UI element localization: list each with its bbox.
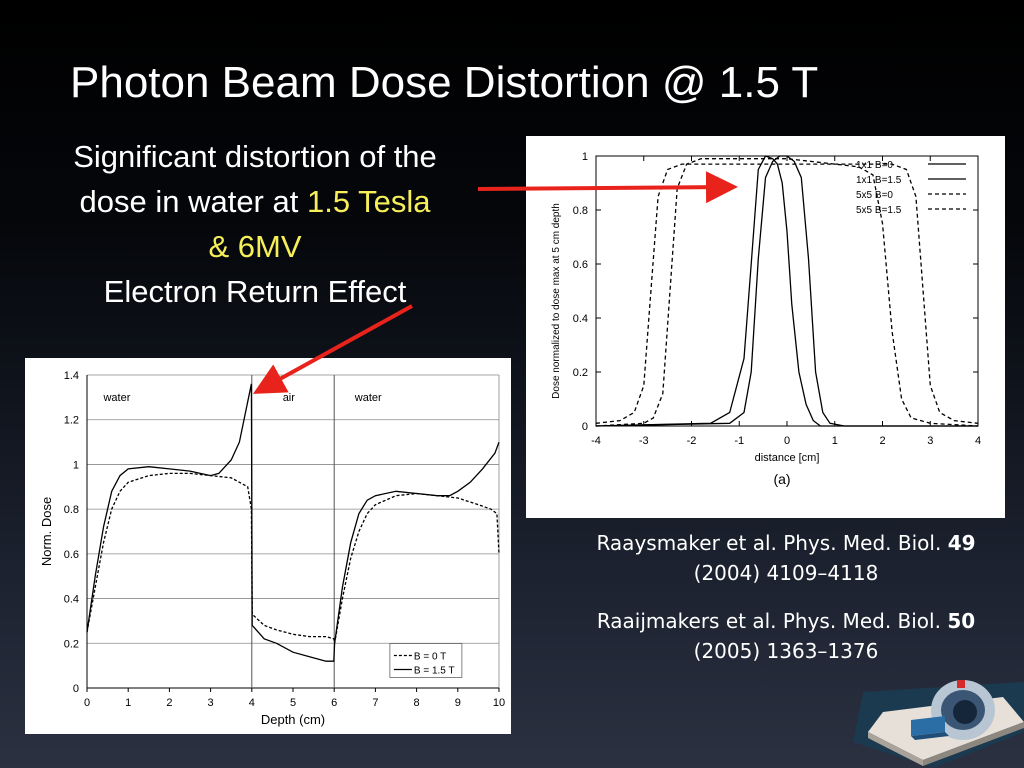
x-tick-label: -1 [734,435,744,447]
desc-line-2: dose in water at 1.5 Tesla [20,179,490,224]
y-tick-label: 1.4 [64,370,79,382]
x-tick-label: 9 [455,697,461,709]
y-tick-label: 0.6 [64,549,79,561]
y-tick-label: 0.4 [64,594,79,606]
legend-label: 1x1 B=1.5 [856,175,902,186]
energy-highlight: & 6MV [208,229,302,264]
x-axis-label: distance [cm] [755,452,820,464]
reference-2: Raaijmakers et al. Phys. Med. Biol. 50 (… [566,606,1006,666]
plot-frame [595,155,979,427]
y-tick-label: 0.8 [573,205,588,217]
y-tick-label: 1.2 [64,415,79,427]
y-tick-label: 0.8 [64,504,79,516]
y-tick-label: 0.2 [573,367,588,379]
legend-label: 5x5 B=0 [856,190,893,201]
y-tick-label: 0.6 [573,259,588,271]
y-tick-label: 0.2 [64,638,79,650]
profile-chart-panel: -4 -3 -2 -1 0 1 2 3 4 0 0.2 0.4 0.6 0.8 1 distance [cm]… [526,136,1005,518]
x-tick-label: 2 [166,697,172,709]
depth-dose-chart-panel: 0 0.2 0.4 0.6 0.8 1 1.2 1.4 0 1 2 3 4 5 6 7 8 9 10 water air… [25,358,511,734]
y-tick-label: 1 [73,459,79,471]
series-line [595,163,979,424]
series-line [595,158,979,427]
x-tick-label: 0 [784,435,790,447]
y-tick-label: 1 [582,151,588,163]
x-tick-label: 3 [927,435,933,447]
region-label: water [102,392,130,404]
region-label: air [283,392,296,404]
series-line [595,155,978,427]
figure-caption: (a) [773,471,790,487]
reference-1-authors: Raaysmaker et al. Phys. Med. Biol. [596,531,942,555]
x-tick-label: 5 [290,697,296,709]
legend-label: B = 1.5 T [414,666,455,677]
field-strength-highlight: 1.5 Tesla [306,184,431,219]
legend-label: B = 0 T [414,652,446,663]
desc-line-4: Electron Return Effect [103,274,407,309]
series-line [86,472,500,644]
desc-line-1: Significant distortion of the [73,139,437,174]
slide-title: Photon Beam Dose Distortion @ 1.5 T [70,58,819,107]
x-tick-label: -4 [591,435,601,447]
y-tick-label: 0 [582,421,588,433]
reference-2-authors: Raaijmakers et al. Phys. Med. Biol. [596,609,941,633]
reference-2-details: (2005) 1363–1376 [693,639,879,663]
x-tick-label: -2 [687,435,697,447]
y-tick-label: 0.4 [573,313,588,325]
lateral-dose-profile-chart: -4 -3 -2 -1 0 1 2 3 4 0 0.2 0.4 0.6 0.8 1 distance [cm]… [551,151,981,487]
legend-label: 1x1 B=0 [856,160,893,171]
reference-2-volume: 50 [947,609,976,633]
x-tick-label: 10 [493,697,505,709]
x-tick-label: 0 [84,697,90,709]
x-tick-label: -3 [639,435,649,447]
reference-1-details: (2004) 4109–4118 [693,561,879,585]
x-tick-label: 2 [879,435,885,447]
y-axis-label: Norm. Dose [39,497,54,566]
series-line [86,383,500,662]
x-tick-label: 3 [208,697,214,709]
mri-linac-thumbnail [853,680,1024,768]
reference-1-volume: 49 [947,531,976,555]
legend-label: 5x5 B=1.5 [856,205,902,216]
x-tick-label: 1 [832,435,838,447]
depth-dose-chart: 0 0.2 0.4 0.6 0.8 1 1.2 1.4 0 1 2 3 4 5 6 7 8 9 10 water air… [39,370,505,727]
region-label: water [354,392,382,404]
series-line [595,155,978,427]
slide-description: Significant distortion of the dose in wa… [20,134,490,314]
legend-box [389,643,463,678]
x-tick-label: 4 [249,697,255,709]
desc-line-2-text: dose in water at [79,184,307,219]
x-tick-label: 6 [331,697,337,709]
x-tick-label: 4 [975,435,981,447]
x-tick-label: 8 [414,697,420,709]
x-tick-label: 1 [125,697,131,709]
y-axis-label: Dose normalized to dose max at 5 cm dept… [551,203,562,399]
y-tick-label: 0 [73,683,79,695]
x-tick-label: 7 [372,697,378,709]
reference-1: Raaysmaker et al. Phys. Med. Biol. 49 (2… [566,528,1006,588]
x-axis-label: Depth (cm) [261,712,325,727]
